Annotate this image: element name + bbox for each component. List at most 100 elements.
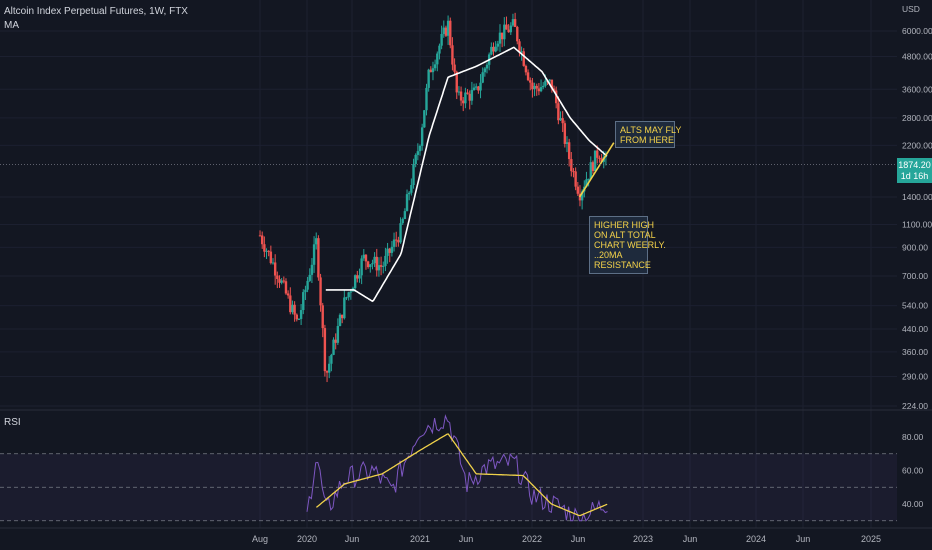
candle-body [323,328,327,372]
price-tick-label: 440.00 [902,324,928,334]
candle-body [462,100,465,104]
rsi-tick-label: 80.00 [902,432,924,442]
candle-body [526,72,530,81]
candle-body [347,292,350,298]
candle-body [535,85,538,89]
price-tick-label: 1100.00 [902,219,932,229]
ma-indicator-label[interactable]: MA [4,20,19,31]
candle-body [325,371,329,373]
candle-body [382,266,385,268]
annotation-line: ..20MA [594,250,623,260]
candle-body [338,314,342,327]
candle-body [282,280,286,282]
candle-body [392,239,396,247]
candle-body [297,318,301,320]
candle-body [345,297,348,299]
time-tick-label: 2025 [861,534,881,544]
candle-body [503,24,506,40]
time-tick-label: 2021 [410,534,430,544]
time-tick-label: 2020 [297,534,317,544]
price-axis[interactable]: USD 6000.00 4800.00 3600.00 2800.00 2200.00 14… [902,4,932,411]
candle-body [414,154,417,165]
annotation-alts-may-fly[interactable]: ALTS MAY FLY FROM HERE [615,121,681,148]
candle-body [286,293,290,296]
candle-body [485,64,489,69]
rsi-indicator-label[interactable]: RSI [4,417,21,428]
candle-body [308,274,311,281]
candle-body [280,280,283,283]
candle-body [542,85,545,88]
candle-body [572,171,575,173]
candle-body [278,279,281,283]
candle-body [321,305,324,329]
candle-body [407,192,411,195]
annotation-line: RESISTANCE [594,260,651,270]
candle-body [453,64,456,72]
candle-body [271,262,275,264]
candle-body [455,71,458,93]
candle-body [596,150,599,158]
price-tick-label: 540.00 [902,301,928,311]
candle-body [384,255,387,267]
candle-body [524,65,528,73]
candle-body [472,87,476,91]
annotation-line: HIGHER HIGH [594,220,655,230]
candle-body [580,191,584,201]
candle-body [369,264,372,268]
candle-body [539,87,543,92]
candle-body [507,29,510,33]
price-tick-label: 4800.00 [902,51,932,61]
candle-body [600,158,603,162]
price-tick-label: 360.00 [902,347,928,357]
candle-body [364,254,368,262]
candle-body [328,363,331,373]
candle-body [591,162,595,172]
candle-body [492,46,495,52]
candle-body [559,118,562,121]
candle-body [570,159,573,172]
rsi-tick-label: 60.00 [902,466,924,476]
candle-body [260,235,264,245]
candle-body [269,251,273,264]
candle-body [299,310,303,319]
candle-body [593,150,597,172]
annotation-higher-high[interactable]: HIGHER HIGH ON ALT TOTAL CHART WEERLY. .… [589,216,666,274]
time-tick-label: Jun [571,534,586,544]
candle-body [464,92,467,104]
candle-body [276,275,279,280]
candle-body [373,256,376,264]
price-tick-label: 700.00 [902,271,928,281]
candle-body [529,80,532,83]
candle-body [395,239,398,241]
current-price-tag: 1874.20 1d 16h [897,158,932,183]
symbol-title[interactable]: Altcoin Index Perpetual Futures, 1W, FTX [4,6,188,17]
candle-body [284,281,288,294]
rsi-axis[interactable]: 80.00 60.00 40.00 [902,432,924,509]
candle-body [386,248,389,256]
rsi-tick-label: 40.00 [902,499,924,509]
support-trendline[interactable] [578,142,615,198]
candle-body [589,162,592,179]
time-tick-label: 2024 [746,534,766,544]
time-tick-label: Jun [683,534,698,544]
candle-body [554,90,558,104]
candle-body [490,46,493,55]
candle-body [565,142,569,144]
price-tick-label: 224.00 [902,401,928,411]
candle-body [330,354,333,364]
candle-body [479,82,482,91]
candle-body [425,87,428,111]
candle-body [263,244,266,252]
candle-body [399,223,402,243]
time-axis[interactable]: Aug 2020 Jun 2021 Jun 2022 Jun 2023 Jun 2024 Jun 20… [252,534,881,544]
rsi-ma-line [315,433,608,517]
candle-body [520,51,523,53]
candle-body [567,142,571,160]
bar-countdown: 1d 16h [900,171,929,181]
candle-body [304,289,307,293]
candle-body [293,304,296,315]
candle-body [438,45,441,54]
candle-body [433,64,437,69]
candle-body [475,86,478,88]
